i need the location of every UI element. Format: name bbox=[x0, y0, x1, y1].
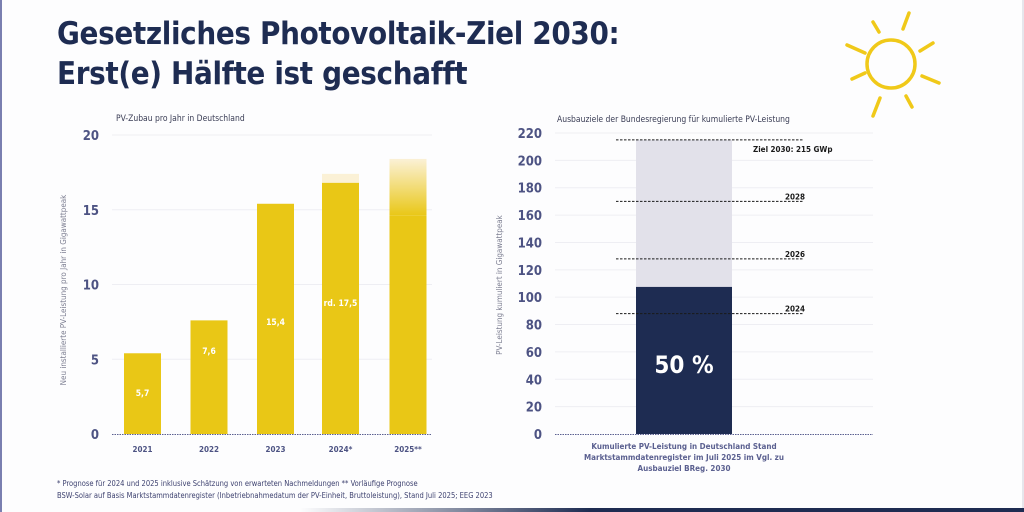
bar-value-label: 5,7 bbox=[136, 389, 150, 399]
left-y-tick-label: 10 bbox=[83, 279, 99, 294]
left-chart: PV-Zubau pro Jahr in Deutschland Neu ins… bbox=[59, 114, 432, 454]
target-label: 2024 bbox=[785, 305, 805, 314]
bottom-band bbox=[300, 508, 1024, 512]
left-bars: 5,7 7,6 15,4 rd. 17,5 bbox=[124, 158, 427, 434]
right-y-tick-label: 0 bbox=[534, 428, 542, 443]
bar-2022 bbox=[190, 320, 228, 434]
bar-2023 bbox=[257, 203, 294, 434]
footnotes: * Prognose für 2024 und 2025 inklusive S… bbox=[57, 478, 493, 502]
right-y-tick-label: 20 bbox=[526, 401, 542, 416]
right-target-lines: Ziel 2030: 215 GWp 2028 2026 2024 bbox=[616, 139, 832, 315]
bar-value-label: 15,4 bbox=[266, 318, 285, 328]
bar-value-label: 7,6 bbox=[202, 347, 216, 357]
left-y-tick-label: 15 bbox=[83, 204, 99, 219]
right-y-tick-label: 80 bbox=[526, 319, 542, 334]
right-border bbox=[1022, 0, 1024, 512]
left-y-axis-label: Neu installierte PV-Leistung pro Jahr in… bbox=[59, 194, 68, 385]
right-y-tick-label: 60 bbox=[526, 346, 542, 361]
right-y-tick-label: 40 bbox=[526, 373, 542, 388]
right-y-tick-label: 200 bbox=[518, 154, 542, 169]
right-chart-title: Ausbauziele der Bundesregierung für kumu… bbox=[557, 115, 790, 125]
left-chart-title: PV-Zubau pro Jahr in Deutschland bbox=[116, 114, 245, 124]
right-x-axis-label: Kumulierte PV-Leistung in Deutschland St… bbox=[584, 442, 784, 473]
right-bars: 50 % bbox=[636, 139, 732, 434]
target-label: Ziel 2030: 215 GWp bbox=[753, 145, 832, 154]
sun-icon bbox=[845, 11, 941, 118]
bar-2021 bbox=[124, 353, 161, 434]
right-y-axis-label: PV-Leistung kumuliert in Gigawattpeak bbox=[495, 214, 504, 355]
right-y-tick-label: 220 bbox=[518, 127, 542, 142]
bar-2024 bbox=[322, 182, 359, 434]
left-y-tick-label: 5 bbox=[91, 353, 99, 368]
bar-2025 bbox=[389, 215, 427, 434]
left-y-ticks: 0 5 10 15 20 bbox=[83, 129, 99, 443]
right-y-tick-label: 100 bbox=[518, 291, 542, 306]
bar-value-label: rd. 17,5 bbox=[324, 299, 358, 309]
left-x-tick-label: 2024* bbox=[329, 445, 353, 454]
percent-label: 50 % bbox=[654, 351, 713, 379]
right-y-ticks: 0 20 40 60 80 100 120 140 160 180 200 220 bbox=[518, 127, 542, 443]
left-x-tick-label: 2025** bbox=[394, 445, 422, 454]
bar-faded-forecast bbox=[322, 173, 359, 183]
left-border bbox=[0, 0, 2, 512]
bar-faded-forecast bbox=[389, 158, 427, 216]
page-title: Gesetzliches Photovoltaik-Ziel 2030: Ers… bbox=[57, 14, 620, 94]
left-x-tick-label: 2022 bbox=[199, 445, 219, 454]
right-chart: Ausbauziele der Bundesregierung für kumu… bbox=[495, 115, 873, 443]
left-y-tick-label: 0 bbox=[91, 428, 99, 443]
left-x-tick-label: 2023 bbox=[265, 445, 285, 454]
right-y-tick-label: 160 bbox=[518, 209, 542, 224]
title-line-1: Gesetzliches Photovoltaik-Ziel 2030: bbox=[57, 16, 620, 52]
left-x-tick-label: 2021 bbox=[132, 445, 152, 454]
target-label: 2026 bbox=[785, 250, 805, 259]
right-y-tick-label: 120 bbox=[518, 264, 542, 279]
left-y-tick-label: 20 bbox=[83, 129, 99, 144]
footnote-prognosis: * Prognose für 2024 und 2025 inklusive S… bbox=[57, 479, 418, 488]
right-y-tick-label: 140 bbox=[518, 236, 542, 251]
bar-current-2025 bbox=[636, 286, 732, 434]
left-x-ticks: 2021 2022 2023 2024* 2025** bbox=[132, 445, 422, 454]
right-y-tick-label: 180 bbox=[518, 182, 542, 197]
title-line-2: Erst(e) Hälfte ist geschafft bbox=[57, 56, 468, 92]
footnote-source: BSW-Solar auf Basis Marktstammdatenregis… bbox=[57, 491, 493, 500]
target-label: 2028 bbox=[785, 192, 805, 201]
